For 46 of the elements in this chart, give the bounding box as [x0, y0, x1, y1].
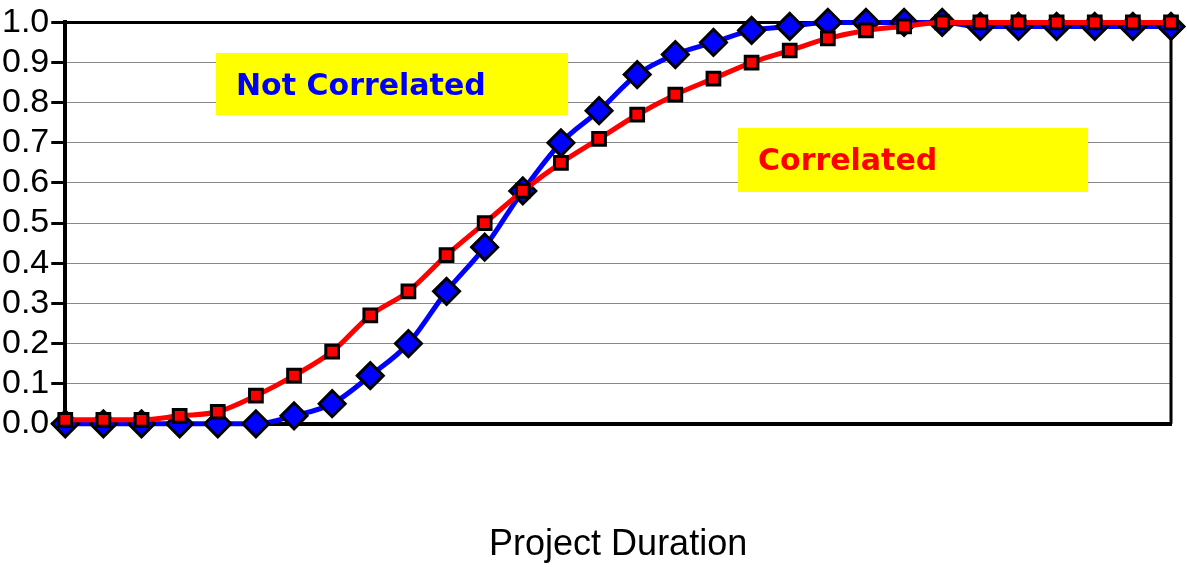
point: [546, 128, 576, 158]
point: [476, 215, 493, 231]
point: [584, 96, 614, 126]
point: [591, 130, 607, 147]
point: [781, 42, 798, 59]
point: [286, 367, 302, 384]
point: [324, 343, 341, 360]
point: [629, 106, 646, 123]
y-tick-label: 0.3: [2, 281, 50, 320]
point: [248, 387, 264, 404]
point: [819, 30, 836, 47]
y-tick-label: 0.0: [2, 402, 50, 441]
point: [432, 276, 462, 306]
point: [775, 11, 805, 41]
point: [209, 403, 226, 420]
point: [393, 329, 423, 359]
point: [241, 409, 271, 439]
text-box: Correlated: [738, 128, 1088, 192]
y-tick-label: 0.6: [2, 161, 50, 200]
point: [171, 407, 188, 424]
y-tick-label: 0.1: [2, 362, 50, 401]
point: [743, 54, 760, 71]
point: [400, 283, 417, 300]
y-tick-label: 0.8: [2, 81, 50, 120]
point: [667, 86, 684, 103]
point: [355, 361, 385, 391]
text-box: Not Correlated: [216, 53, 568, 115]
point: [470, 232, 500, 262]
point: [737, 15, 767, 45]
x-axis-title: Project Duration: [489, 522, 748, 564]
point: [438, 247, 455, 264]
y-tick-label: 1.0: [2, 0, 50, 39]
y-tick-label: 0.9: [2, 40, 50, 79]
point: [279, 401, 309, 431]
point: [553, 155, 569, 171]
point: [705, 70, 722, 87]
point: [317, 389, 347, 419]
point: [660, 40, 690, 70]
point: [622, 60, 652, 90]
point: [362, 307, 379, 324]
y-tick-label: 0.5: [2, 201, 50, 240]
point: [698, 27, 728, 57]
y-tick-label: 0.2: [2, 321, 50, 360]
y-tick-label: 0.7: [2, 121, 50, 160]
y-tick-label: 0.4: [2, 241, 50, 280]
point: [858, 22, 874, 39]
